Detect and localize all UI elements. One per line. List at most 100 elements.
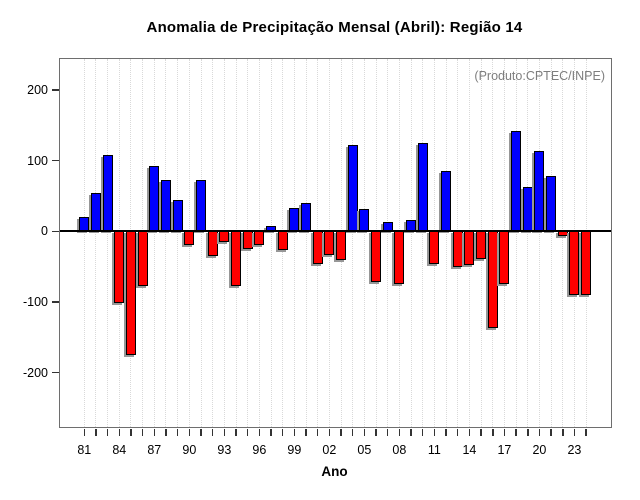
bar-1985: [125, 231, 136, 355]
bar-2013: [452, 231, 463, 268]
bar-2024: [581, 231, 592, 295]
x-tick-label-1987: 87: [147, 443, 162, 457]
y-tick-label-100: 100: [27, 153, 48, 168]
x-tick-label-2008: 08: [392, 443, 407, 457]
bar-2001: [312, 231, 323, 264]
bar-1996: [254, 231, 265, 246]
x-tick-2006: [375, 428, 377, 436]
x-tick-2022: [562, 428, 564, 436]
x-tick-1983: [106, 428, 109, 436]
x-tick-1997: [270, 428, 272, 436]
x-tick-label-1981: 81: [77, 443, 92, 457]
gridline-1999: [293, 59, 295, 427]
bar-1995: [242, 231, 253, 249]
bar-2018: [511, 131, 522, 232]
bar-2014: [464, 231, 475, 265]
gridline-1987: [153, 59, 155, 427]
y-tick--200: [51, 371, 59, 374]
gridline-1982: [95, 59, 97, 427]
x-tick-1982: [95, 428, 97, 436]
gridline-2020: [538, 59, 540, 427]
gridline-2022: [562, 59, 564, 427]
bar-1984: [114, 231, 125, 304]
x-tick-2014: [468, 428, 471, 436]
x-tick-label-2017: 17: [497, 443, 512, 457]
x-tick-1994: [235, 428, 237, 436]
bar-2021: [546, 176, 557, 232]
bar-1989: [172, 199, 183, 232]
bar-1990: [184, 231, 195, 246]
plot-area: (Produto:CPTEC/INPE) 81 84 87 90 93 96 99 02 05 0…: [23, 58, 612, 457]
x-tick-1986: [141, 428, 144, 436]
gridline-2012: [445, 59, 447, 427]
x-tick-2024: [585, 428, 587, 436]
gridline-1983: [107, 59, 109, 427]
x-tick-2003: [340, 428, 342, 436]
x-tick-2015: [480, 428, 482, 436]
y-tick-label-200: 200: [27, 83, 48, 98]
y-tick-100: [51, 159, 59, 162]
gridline-1997: [270, 59, 272, 427]
bar-2016: [487, 231, 498, 329]
bar-2008: [394, 231, 405, 285]
x-tick-1992: [211, 428, 214, 436]
y-tick-0: [51, 230, 59, 233]
x-tick-1990: [188, 428, 191, 436]
x-tick-1993: [223, 428, 226, 436]
x-tick-2020: [538, 428, 541, 436]
gridline-1993: [223, 59, 225, 427]
x-tick-1989: [176, 428, 179, 436]
x-tick-1996: [258, 428, 261, 436]
zero-line: [60, 230, 611, 233]
bar-1993: [219, 231, 230, 242]
x-axis-title: Ano: [321, 464, 348, 479]
bar-1986: [137, 231, 148, 287]
x-tick-label-2014: 14: [462, 443, 477, 457]
gridline-2000: [305, 59, 307, 427]
x-tick-1985: [130, 428, 132, 436]
x-tick-label-2020: 20: [532, 443, 547, 457]
bar-1999: [289, 208, 300, 232]
x-tick-label-1999: 99: [287, 443, 302, 457]
y-tick-label--200: -200: [22, 365, 48, 380]
x-tick-1991: [200, 428, 202, 436]
bar-2011: [429, 231, 440, 264]
bar-1983: [102, 155, 113, 232]
bar-1987: [149, 165, 160, 232]
x-tick-2005: [363, 428, 366, 436]
x-tick-label-2002: 02: [322, 443, 337, 457]
x-tick-label-2011: 11: [427, 443, 441, 457]
bar-2020: [534, 150, 545, 232]
y-tick-label-0: 0: [41, 224, 48, 239]
gridline-2010: [422, 59, 424, 427]
gridline-2021: [550, 59, 552, 427]
bar-2003: [336, 231, 347, 261]
y-tick-200: [51, 89, 59, 91]
x-tick-label-2023: 23: [567, 443, 582, 457]
x-tick-2012: [445, 428, 447, 436]
gridline-2007: [387, 59, 389, 427]
bar-1981: [79, 217, 90, 232]
source-annotation: (Produto:CPTEC/INPE): [474, 69, 605, 83]
x-tick-label-1993: 93: [217, 443, 232, 457]
bar-2010: [417, 143, 428, 232]
x-tick-1988: [165, 428, 167, 436]
x-tick-2001: [316, 428, 319, 436]
bar-2017: [499, 231, 510, 284]
x-tick-2021: [550, 428, 552, 436]
bar-1994: [231, 231, 241, 286]
x-tick-2011: [433, 428, 436, 436]
x-tick-2019: [527, 428, 529, 436]
chart-title: Anomalia de Precipitação Mensal (Abril):…: [146, 19, 523, 36]
y-tick-label--100: -100: [22, 294, 48, 309]
gridline-1991: [200, 59, 202, 427]
x-tick-2018: [515, 428, 517, 436]
x-tick-2004: [351, 428, 354, 436]
bar-2006: [371, 231, 382, 283]
bar-2000: [301, 203, 312, 232]
x-tick-label-1984: 84: [112, 443, 127, 457]
gridline-1981: [83, 59, 85, 427]
x-tick-1981: [83, 428, 86, 436]
x-tick-2023: [573, 428, 576, 436]
